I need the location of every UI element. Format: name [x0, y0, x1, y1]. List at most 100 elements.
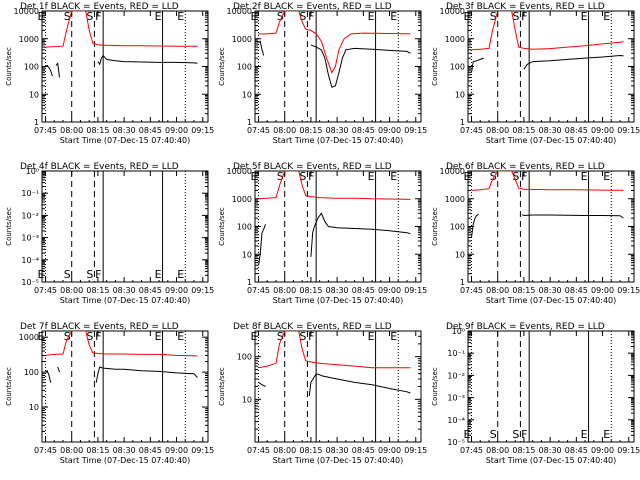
y-tick-label: 1000: [445, 35, 465, 44]
events-series-line: [258, 381, 266, 387]
marker-label: E: [37, 330, 44, 343]
marker-label: E: [603, 170, 610, 183]
y-axis-label: Counts/sec: [5, 207, 13, 246]
x-tick-label: 08:15: [512, 126, 535, 135]
y-tick-label: 10⁻²: [21, 211, 39, 220]
marker-label: E: [581, 170, 588, 183]
y-axis-label: Counts/sec: [431, 367, 439, 406]
y-tick-label: 10⁻⁴: [21, 256, 39, 265]
marker-label: S: [86, 10, 93, 23]
marker-label: S: [512, 428, 519, 441]
x-tick-label: 08:30: [539, 286, 562, 295]
x-tick-label: 09:00: [378, 286, 401, 295]
marker-label: E: [390, 330, 397, 343]
marker-label: E: [463, 10, 470, 23]
y-tick-label: 1: [247, 278, 252, 287]
plot-frame: [254, 170, 422, 283]
marker-label: E: [155, 330, 162, 343]
y-tick-label: 10⁻¹: [447, 349, 465, 358]
lld-series-line: [258, 331, 411, 369]
marker-label: E: [250, 170, 257, 183]
y-axis-label: Counts/sec: [5, 47, 13, 86]
y-tick-label: 1000: [232, 35, 252, 44]
events-series-line: [95, 366, 198, 383]
x-tick-label: 09:00: [591, 446, 614, 455]
x-tick-label: 08:45: [565, 126, 588, 135]
marker-label: S: [64, 268, 71, 281]
x-tick-label: 08:00: [60, 126, 83, 135]
chart-panel-5: Det 5f BLACK = Events, RED = LLD 1 10 100 10…: [218, 162, 427, 305]
marker-label: E: [177, 10, 184, 23]
plot-frame: [467, 170, 635, 283]
y-axis-label: Counts/sec: [218, 47, 226, 86]
events-series-line: [97, 54, 198, 66]
y-tick-label: 10: [455, 250, 465, 259]
lld-series-line: [471, 11, 624, 51]
y-tick-label: 10⁻¹: [21, 189, 39, 198]
marker-label: E: [603, 10, 610, 23]
y-tick-label: 100: [24, 368, 39, 377]
events-series-line: [523, 54, 624, 70]
y-tick-label: 100: [237, 223, 252, 232]
chart-title: Det 1f BLACK = Events, RED = LLD: [20, 2, 179, 12]
events-series-line: [45, 64, 53, 77]
chart-panel-1: Det 1f BLACK = Events, RED = LLD 1 10 100 10…: [5, 2, 214, 145]
marker-label: S: [490, 170, 497, 183]
marker-label: E: [390, 170, 397, 183]
plot-frame: [254, 330, 422, 443]
x-tick-label: 07:45: [34, 126, 57, 135]
x-tick-label: 08:30: [326, 446, 349, 455]
x-tick-label: 08:45: [565, 446, 588, 455]
x-tick-label: 09:15: [404, 286, 427, 295]
x-tick-label: 08:30: [539, 446, 562, 455]
y-tick-label: 100: [450, 63, 465, 72]
y-tick-label: 100: [237, 63, 252, 72]
events-series-line: [45, 369, 52, 383]
lld-series-line: [471, 171, 624, 191]
y-axis-label: Counts/sec: [218, 207, 226, 246]
x-tick-label: 08:00: [486, 446, 509, 455]
x-tick-label: 08:45: [352, 446, 375, 455]
marker-label: S: [490, 428, 497, 441]
x-tick-label: 08:00: [60, 446, 83, 455]
y-tick-label: 10⁻²: [447, 371, 465, 380]
x-tick-label: 08:15: [512, 446, 535, 455]
chart-title: Det 9f BLACK = Events, RED = LLD: [446, 322, 605, 332]
x-tick-label: 08:00: [60, 286, 83, 295]
marker-label: E: [390, 10, 397, 23]
lld-series-line: [45, 11, 198, 48]
chart-panel-3: Det 3f BLACK = Events, RED = LLD 1 10 100 10…: [431, 2, 640, 145]
x-tick-label: 08:30: [113, 126, 136, 135]
events-series-line: [258, 40, 265, 56]
x-tick-label: 08:15: [512, 286, 535, 295]
plot-frame: [41, 170, 209, 283]
x-tick-label: 08:45: [139, 446, 162, 455]
y-tick-label: 100: [24, 63, 39, 72]
chart-title: Det 6f BLACK = Events, RED = LLD: [446, 162, 605, 172]
marker-label: F: [308, 330, 314, 343]
x-tick-label: 08:45: [139, 286, 162, 295]
marker-label: E: [177, 268, 184, 281]
lld-series-line: [258, 11, 411, 74]
x-tick-label: 09:15: [617, 126, 640, 135]
x-axis-label: Start Time (07-Dec-15 07:40:40): [273, 296, 404, 305]
x-axis-label: Start Time (07-Dec-15 07:40:40): [60, 296, 191, 305]
y-tick-label: 10⁻³: [447, 394, 465, 403]
y-tick-label: 10000: [227, 167, 252, 176]
marker-label: S: [64, 10, 71, 23]
marker-label: E: [37, 10, 44, 23]
y-tick-label: 10: [455, 90, 465, 99]
events-series-line: [258, 224, 266, 266]
chart-title: Det 5f BLACK = Events, RED = LLD: [233, 162, 392, 172]
x-tick-label: 08:45: [352, 286, 375, 295]
marker-label: E: [155, 10, 162, 23]
y-tick-label: 10000: [14, 7, 39, 16]
y-tick-label: 1: [460, 118, 465, 127]
x-tick-label: 08:30: [113, 286, 136, 295]
marker-label: E: [463, 428, 470, 441]
marker-label: E: [581, 428, 588, 441]
x-tick-label: 08:30: [326, 286, 349, 295]
y-tick-label: 10⁻⁴: [447, 416, 465, 425]
x-tick-label: 08:15: [86, 286, 109, 295]
